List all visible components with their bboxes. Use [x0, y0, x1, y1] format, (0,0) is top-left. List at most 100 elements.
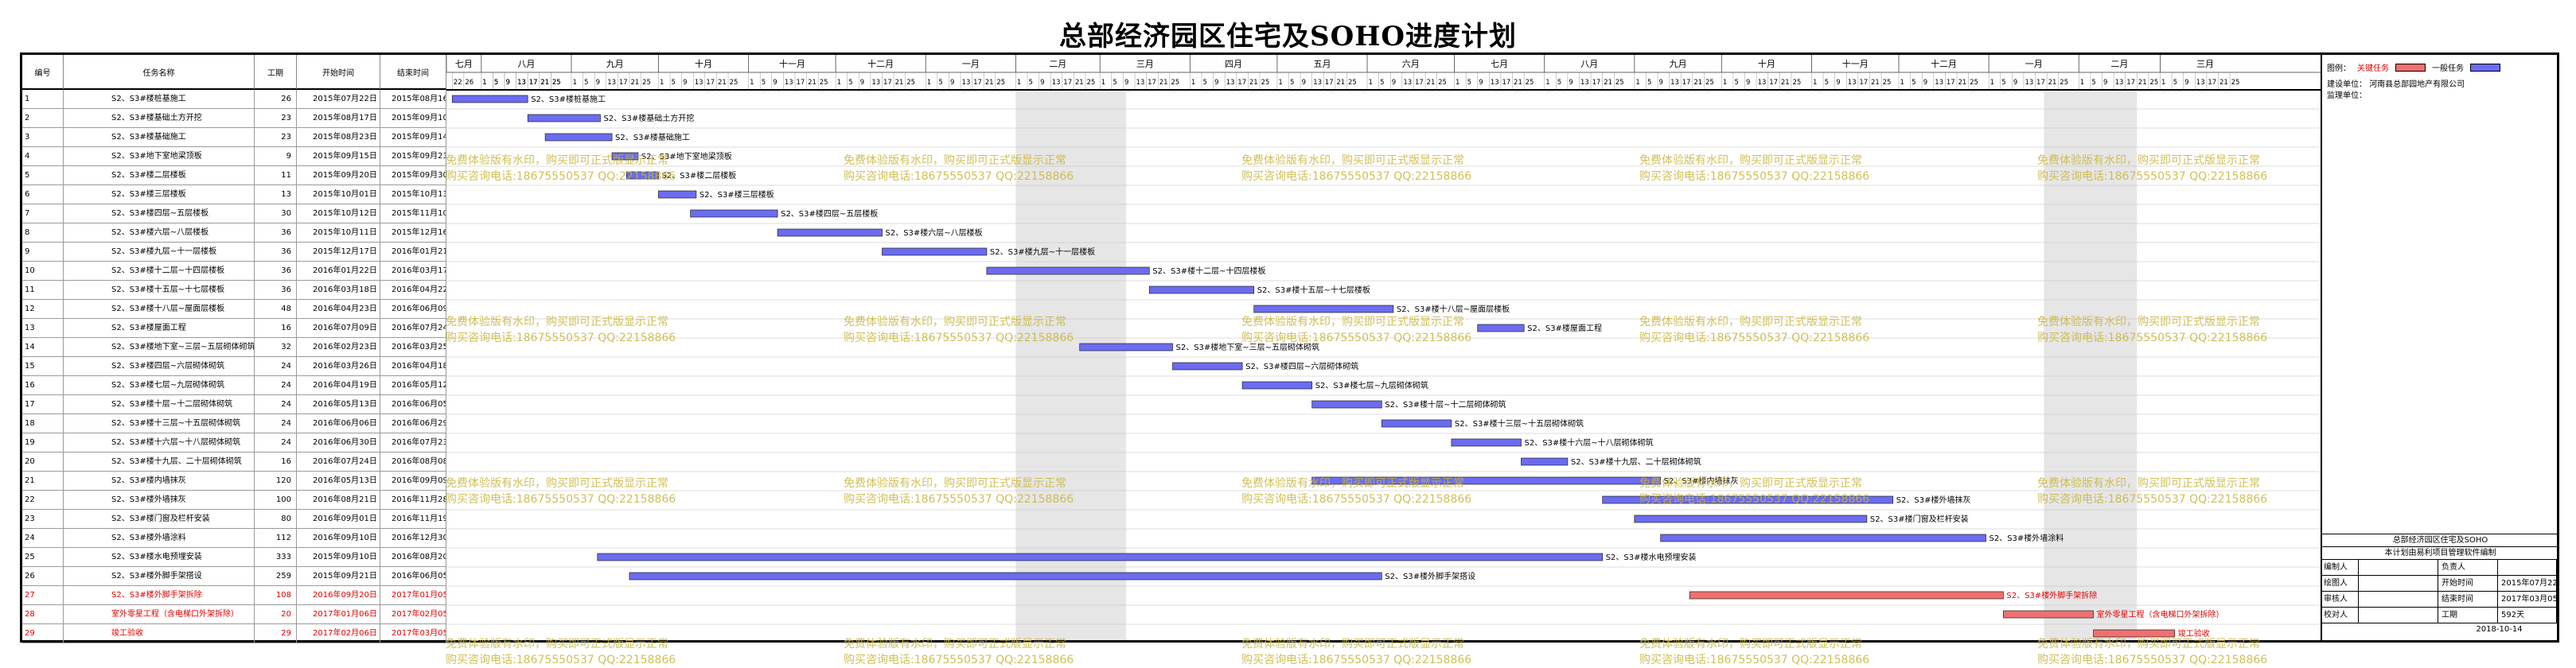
table-row[interactable]: 8S2、S3#楼六层~八层楼板362015年10月11日2015年12月16日: [22, 223, 446, 243]
table-row[interactable]: 11 S2、S3#楼十五层~十七层楼板 36 2016年03月18日 2016年04月2…: [22, 281, 446, 300]
task-end: 2016年03月25日: [380, 338, 446, 356]
task-duration: 100: [255, 491, 297, 509]
gantt-bar-label: S2、S3#楼地下室~三层~五层砌体砌筑: [1176, 342, 1320, 352]
task-name: S2、S3#楼桩基施工: [64, 90, 255, 108]
month-label: 十月: [695, 58, 712, 69]
day-tick-label: 1: [482, 79, 486, 87]
legend-normal-swatch: [2470, 63, 2500, 72]
gantt-bar-label: S2、S3#楼外脚手架搭设: [1385, 571, 1475, 581]
table-row[interactable]: 3S2、S3#楼基础施工232015年08月23日2015年09月14日: [22, 128, 446, 147]
day-tick-label: 17: [1502, 79, 1510, 87]
task-duration: 36: [255, 243, 297, 261]
task-name: S2、S3#楼四层~五层楼板: [64, 204, 255, 223]
table-row[interactable]: 12 S2、S3#楼十八层~屋面层楼板 48 2016年04月23日 2016年06月0…: [22, 300, 446, 319]
supervisor-label: 监理单位：: [2327, 91, 2367, 100]
task-end: 2016年11月28日: [380, 491, 446, 509]
day-tick-label: 17: [2208, 79, 2216, 87]
day-tick-label: 13: [695, 79, 703, 87]
table-row[interactable]: 17 S2、S3#楼十层~十二层砌体砌筑 24 2016年05月13日 2016年06月…: [22, 395, 446, 414]
gantt-bar: [882, 247, 988, 256]
gantt-bar-label: S2、S3#楼外墙涂料: [1989, 533, 2064, 543]
table-row[interactable]: 29竣工验收292017年02月06日2017年03月05日: [22, 624, 446, 643]
day-tick-label: 5: [1029, 79, 1033, 87]
task-end: 2017年03月05日: [380, 624, 446, 643]
day-tick-label: 5: [1734, 79, 1738, 87]
task-duration: 259: [255, 567, 297, 585]
table-row[interactable]: 19 S2、S3#楼十六层~十八层砌体砌筑 24 2016年06月30日 2016年07…: [22, 433, 446, 452]
day-tick-label: 1: [1369, 79, 1373, 87]
tb-row: 编制人 负责人: [2321, 559, 2557, 575]
day-tick-label: 21: [2138, 79, 2147, 87]
day-tick-label: 21: [630, 79, 639, 87]
day-tick-label: 17: [1592, 79, 1601, 87]
task-duration: 120: [255, 472, 297, 490]
day-tick-label: 1: [1191, 79, 1195, 87]
table-row[interactable]: 6S2、S3#楼三层楼板132015年10月01日2015年10月13日: [22, 185, 446, 204]
table-row[interactable]: 1S2、S3#楼桩基施工262015年07月22日2015年08月16日: [22, 90, 446, 109]
day-tick-label: 5: [1113, 79, 1117, 87]
gantt-bar-label: 竣工验收: [2178, 628, 2210, 639]
task-name: S2、S3#楼九层~十一层楼板: [64, 243, 255, 261]
table-row[interactable]: 16 S2、S3#楼七层~九层砌体砌筑 24 2016年04月19日 2016年05月1…: [22, 376, 446, 395]
table-row[interactable]: 18 S2、S3#楼十三层~十五层砌体砌筑 24 2016年06月06日 2016年06…: [22, 414, 446, 433]
day-tick-label: 21: [808, 79, 816, 87]
task-start: 2016年04月23日: [297, 300, 380, 318]
task-name: S2、S3#地下室地梁顶板: [64, 147, 255, 165]
table-row[interactable]: 7S2、S3#楼四层~五层楼板302015年10月12日2015年11月10日: [22, 204, 446, 223]
task-end: 2017年02月05日: [380, 605, 446, 623]
table-row[interactable]: 28 室外零星工程（含电梯口外架拆除） 20 2017年01月06日 2017年02月0…: [22, 605, 446, 624]
task-name: S2、S3#楼外脚手架拆除: [64, 586, 255, 604]
table-row[interactable]: 14 S2、S3#楼地下室~三层~五层砌体砌筑 32 2016年02月23日 2016年…: [22, 338, 446, 357]
watermark-line: 购买咨询电话:18675550537 QQ:22158866: [844, 654, 1074, 666]
task-duration: 108: [255, 586, 297, 604]
table-row[interactable]: 2S2、S3#楼基础土方开挖232015年08月17日2015年09月10日: [22, 109, 446, 128]
gantt-bar-label: S2、S3#楼外脚手架拆除: [2006, 590, 2097, 600]
day-tick-label: 13: [871, 79, 880, 87]
gantt-bar-label: S2、S3#楼十三层~十五层砌体砌筑: [1455, 418, 1584, 429]
gantt-bar-label: S2、S3#楼七层~九层砌体砌筑: [1315, 380, 1428, 390]
gantt-bar-label: S2、S3#楼屋面工程: [1527, 323, 1602, 333]
day-tick-label: 17: [1415, 79, 1424, 87]
task-id: 7: [22, 204, 64, 223]
task-end: 2015年09月30日: [380, 166, 446, 184]
day-tick-label: 25: [1348, 79, 1357, 87]
month-label: 二月: [1049, 59, 1066, 69]
task-duration: 112: [255, 529, 297, 547]
day-tick-label: 21: [895, 79, 904, 87]
month-label: 十月: [1758, 58, 1775, 69]
day-tick-label: 1: [927, 79, 931, 87]
table-row[interactable]: 10 S2、S3#楼十二层~十四层楼板 36 2016年01月22日 2016年03月1…: [22, 262, 446, 281]
task-name: S2、S3#楼三层楼板: [64, 185, 255, 204]
legend-critical-label: 关键任务: [2357, 64, 2389, 73]
day-tick-label: 1: [750, 79, 754, 87]
day-tick-label: 13: [1758, 79, 1767, 87]
gantt-bar: [1521, 457, 1569, 466]
day-tick-label: 21: [1514, 79, 1522, 87]
task-name: S2、S3#楼十二层~十四层楼板: [64, 262, 255, 280]
day-tick-label: 21: [718, 79, 727, 87]
table-row[interactable]: 4S2、S3#地下室地梁顶板92015年09月15日2015年09月23日: [22, 147, 446, 166]
task-end: 2015年08月16日: [380, 90, 446, 108]
table-row[interactable]: 15 S2、S3#楼四层~六层砌体砌筑 24 2016年03月26日 2016年04月1…: [22, 357, 446, 376]
day-tick-label: 17: [1859, 79, 1868, 87]
holiday-shade: [1015, 90, 1127, 640]
gantt-bar-label: S2、S3#楼三层楼板: [700, 189, 774, 200]
day-tick-label: 13: [607, 79, 616, 87]
task-duration: 80: [255, 510, 297, 528]
gantt-bar-label: S2、S3#楼四层~六层砌体砌筑: [1245, 361, 1358, 371]
table-row[interactable]: 20 S2、S3#楼十九层、二十层砌体砌筑 16 2016年07月24日 2016年08…: [22, 452, 446, 472]
gantt-bar-label: S2、S3#楼内墙抹灰: [1664, 476, 1739, 486]
day-tick-label: 9: [1479, 79, 1483, 87]
table-row[interactable]: 9S2、S3#楼九层~十一层楼板362015年12月17日2016年01月21日: [22, 243, 446, 262]
day-tick-label: 9: [1040, 79, 1044, 87]
table-row[interactable]: 5S2、S3#楼二层楼板112015年09月20日2015年09月30日: [22, 166, 446, 185]
day-tick-label: 21: [1075, 79, 1084, 87]
